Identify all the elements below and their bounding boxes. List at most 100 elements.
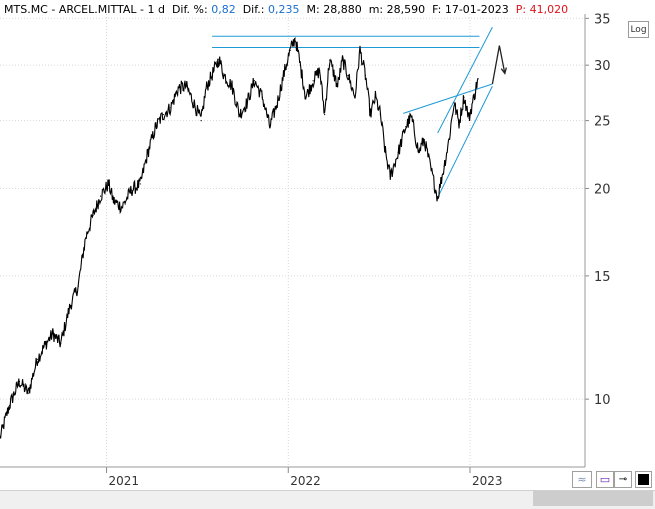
price-data-point — [130, 189, 133, 191]
trendline — [437, 26, 493, 134]
price-data-point — [359, 49, 361, 51]
pin-icon[interactable]: ⊸ — [614, 471, 632, 488]
price-data-point — [312, 80, 314, 82]
date-label: F: — [432, 3, 442, 16]
price-data-point — [218, 58, 220, 60]
price-data-point — [36, 358, 38, 360]
interval-label: 1 d — [147, 3, 165, 16]
projection-arrow-head — [500, 67, 507, 75]
price-data-point — [205, 87, 207, 89]
symbol-label: MTS.MC — [4, 3, 48, 16]
price-data-point — [213, 69, 215, 71]
instrument-name: ARCEL.MITTAL — [58, 3, 137, 16]
min-label: m: — [368, 3, 384, 16]
overlay-layer — [212, 26, 507, 198]
price-data-point — [52, 333, 54, 335]
price-data-point — [369, 113, 372, 116]
price-data-point — [170, 106, 172, 109]
y-tick-label: 15 — [594, 270, 611, 285]
dif-value: 0,235 — [268, 3, 300, 16]
price-data-point — [0, 437, 1, 439]
price-data-point — [397, 152, 399, 154]
price-data-point — [246, 102, 248, 104]
chart-header: MTS.MC - ARCEL.MITTAL - 1 d Dif. %: 0,82… — [4, 3, 569, 16]
price-data-point — [60, 343, 62, 345]
price-data-point — [384, 152, 386, 154]
y-tick-label: 25 — [594, 115, 611, 130]
price-data-point — [231, 85, 233, 87]
price-data-point — [341, 59, 344, 61]
wave-icon[interactable]: ≈ — [572, 471, 592, 488]
price-data-point — [324, 113, 326, 116]
y-tick-label: 10 — [594, 393, 611, 408]
price-series-line — [0, 38, 479, 439]
price-data-point — [99, 195, 102, 197]
price-data-point — [155, 126, 157, 128]
price-data-point — [147, 152, 149, 154]
dif-label: Dif.: — [242, 3, 265, 16]
x-tick-label: 2023 — [472, 474, 503, 488]
price-data-point — [430, 170, 432, 172]
price-data-point — [162, 113, 164, 116]
projection-arrow — [491, 45, 506, 85]
price-data-point — [284, 69, 286, 71]
price-data-point — [423, 138, 425, 141]
price-data-point — [364, 74, 367, 77]
trendline — [437, 85, 493, 198]
price-data-point — [354, 96, 356, 98]
price-data-point — [269, 126, 271, 128]
price-data-point — [77, 285, 79, 287]
price-label: P: — [515, 3, 527, 16]
color-square-button[interactable] — [635, 471, 652, 488]
price-data-point — [453, 102, 455, 104]
max-label: M: — [306, 3, 320, 16]
price-data-point — [405, 126, 407, 128]
min-value: 28,590 — [386, 3, 426, 16]
price-data-point — [379, 113, 381, 116]
price-data-point — [139, 183, 141, 185]
price-data-point — [200, 120, 202, 122]
dif-pct-label: Dif. %: — [171, 3, 208, 16]
price-data-point — [8, 404, 11, 406]
max-value: 28,880 — [323, 3, 362, 16]
axis-layer: 10 15 20 25 30 35 2021 2022 2023 — [0, 12, 611, 488]
save-icon[interactable]: ▭ — [596, 471, 614, 488]
price-data-point — [299, 64, 301, 66]
price-data-point — [477, 78, 479, 80]
grid-layer — [0, 14, 585, 467]
price-data-point — [261, 96, 263, 98]
scrollbar-thumb[interactable] — [533, 491, 653, 506]
price-data-point — [289, 49, 291, 51]
price-data-point — [223, 74, 225, 77]
price-data-point — [92, 214, 94, 217]
price-data-point — [437, 197, 439, 199]
price-data-point — [443, 165, 445, 168]
price-data-point — [374, 96, 376, 98]
date-value: 17-01-2023 — [444, 3, 509, 16]
price-data-point — [473, 94, 476, 96]
price-value: 41,020 — [529, 3, 569, 16]
price-data-point — [69, 305, 71, 307]
dif-pct-value: 0,82 — [211, 3, 236, 16]
price-data-point — [27, 392, 29, 394]
price-data-point — [468, 117, 470, 119]
price-data-point — [305, 96, 307, 98]
price-data-point — [448, 138, 450, 141]
y-tick-label: 30 — [594, 59, 611, 74]
price-data-point — [319, 69, 321, 71]
y-tick-label: 20 — [594, 182, 611, 197]
price-data-point — [347, 74, 349, 77]
price-data-point — [294, 37, 296, 39]
price-data-point — [238, 113, 241, 116]
color-square-icon — [638, 474, 649, 485]
series-layer — [0, 37, 479, 439]
price-data-point — [185, 85, 187, 87]
log-scale-button[interactable]: Log — [628, 21, 649, 38]
price-data-point — [463, 96, 465, 98]
horizontal-scrollbar[interactable] — [0, 490, 655, 509]
x-tick-label: 2021 — [109, 474, 140, 488]
price-data-point — [458, 122, 460, 124]
price-data-point — [112, 200, 115, 202]
